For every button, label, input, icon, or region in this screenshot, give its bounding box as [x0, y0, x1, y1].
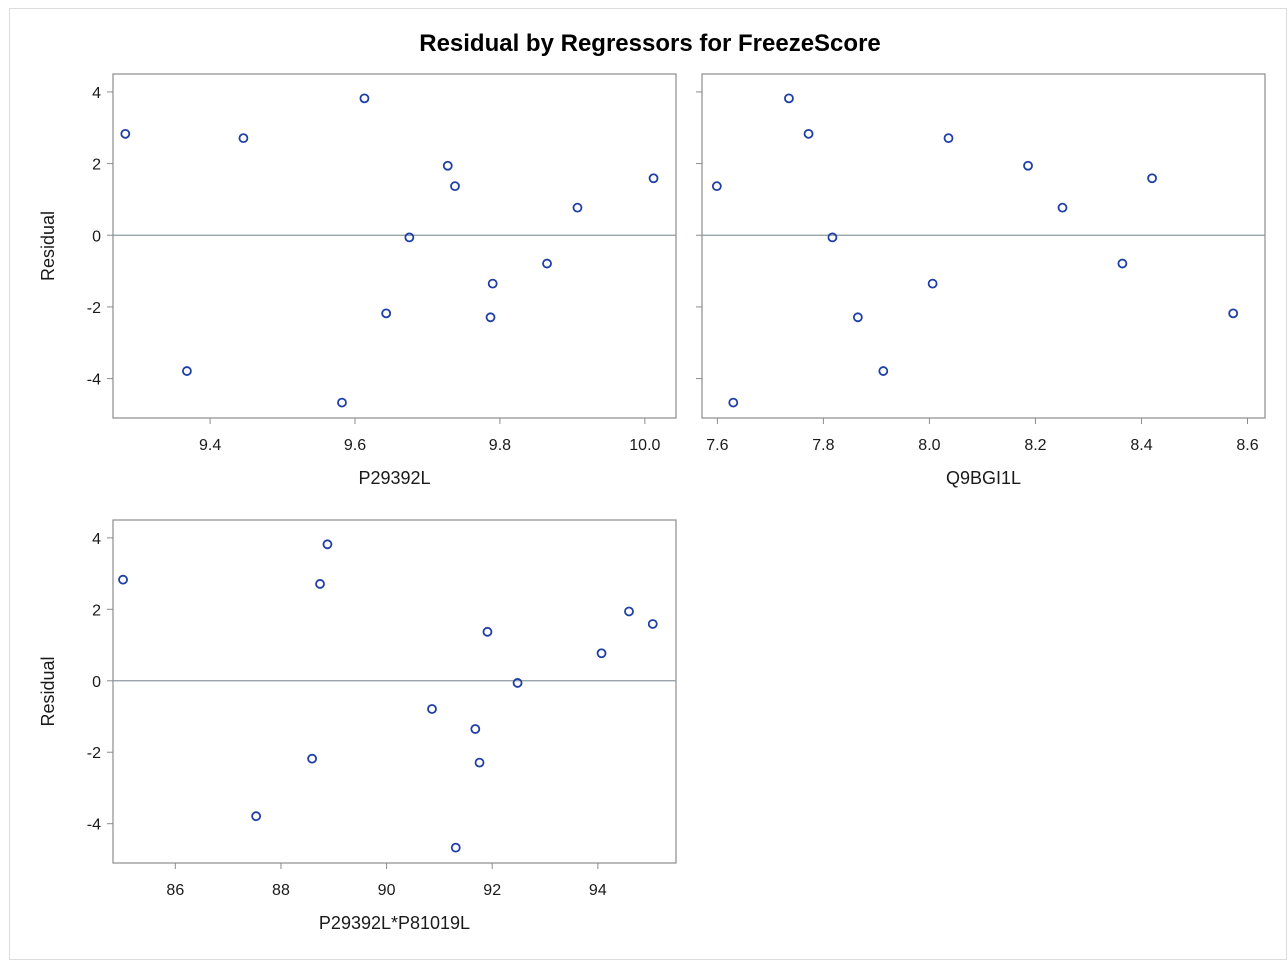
x-tick-label: 7.6 — [706, 437, 728, 454]
x-tick-label: 9.6 — [344, 437, 366, 454]
residual-point — [442, 160, 453, 171]
x-tick-label: 90 — [378, 882, 396, 899]
residual-point — [450, 181, 460, 192]
x-tick-label: 10.0 — [629, 437, 660, 454]
residual-point — [404, 232, 415, 243]
panel-1: 4 2 0 -2 -4 9.4 9.6 9.8 10.0 P29392L Residual — [38, 73, 677, 488]
residual-point — [482, 626, 493, 637]
chart-title: Residual by Regressors for FreezeScore — [419, 30, 881, 57]
plot-area-frame — [112, 73, 677, 419]
x-tick-label: 86 — [166, 882, 184, 899]
x-tick-label: 8.6 — [1236, 437, 1258, 454]
x-tick-label: 8.2 — [1024, 437, 1046, 454]
plot-area-frame — [701, 73, 1266, 419]
residual-point — [728, 397, 739, 408]
residual-point — [238, 133, 249, 144]
y-tick-label: -4 — [87, 817, 101, 834]
x-tick-label: 7.8 — [812, 437, 834, 454]
y-tick-label: -2 — [87, 300, 101, 317]
residual-point — [878, 366, 889, 376]
residual-point — [647, 619, 658, 629]
residual-point — [1147, 173, 1157, 184]
x-tick-label: 8.4 — [1130, 437, 1152, 454]
x-axis-label: Q9BGI1L — [946, 468, 1021, 488]
residual-point — [322, 539, 333, 550]
residual-point — [470, 724, 481, 734]
x-tick-label: 8.0 — [918, 437, 940, 454]
x-axis-label: P29392L — [358, 468, 430, 488]
residual-point — [118, 574, 128, 585]
residual-point — [572, 202, 583, 213]
residual-point — [624, 606, 634, 617]
y-tick-label: 0 — [92, 674, 101, 691]
x-tick-label: 9.4 — [199, 437, 221, 454]
graph-frame — [9, 8, 1287, 960]
residual-point — [784, 93, 794, 104]
residual-point — [1228, 308, 1239, 319]
x-tick-label: 92 — [483, 882, 501, 899]
residual-point — [852, 312, 863, 323]
residual-point — [487, 278, 498, 289]
residual-point — [485, 312, 496, 323]
residual-point — [542, 258, 552, 269]
residual-point — [512, 678, 523, 688]
y-tick-label: 2 — [92, 602, 101, 619]
residual-point — [927, 278, 938, 289]
panel-3: 4 2 0 -2 -4 86 88 90 92 94 P29392L*P81019L Residual — [38, 519, 677, 933]
residual-point — [427, 704, 437, 714]
residual-point — [803, 128, 814, 139]
residual-point — [381, 308, 392, 319]
y-tick-label: 4 — [92, 85, 101, 102]
y-tick-label: 4 — [92, 531, 101, 548]
residual-point — [1117, 258, 1128, 269]
x-axis-label: P29392L*P81019L — [319, 913, 470, 933]
y-tick-label: -2 — [87, 745, 101, 762]
x-tick-label: 94 — [589, 882, 607, 899]
residual-point — [182, 366, 192, 376]
residual-point — [474, 757, 485, 768]
plot-area-frame — [112, 519, 677, 864]
residual-point — [307, 753, 318, 764]
x-tick-label: 9.8 — [489, 437, 511, 454]
y-axis-label: Residual — [38, 656, 58, 726]
y-tick-label: 2 — [92, 157, 101, 174]
y-axis-label: Residual — [38, 211, 58, 281]
residual-point — [1057, 202, 1068, 213]
panel-2: 7.6 7.8 8.0 8.2 8.4 8.6 Q9BGI1L — [696, 73, 1266, 488]
residual-point — [337, 397, 347, 408]
residual-point — [315, 579, 325, 589]
residual-point — [648, 173, 659, 184]
residual-point — [251, 811, 262, 822]
residual-point — [827, 232, 838, 243]
residual-point — [596, 648, 607, 659]
residual-point — [711, 181, 722, 192]
residual-point — [359, 93, 370, 104]
y-tick-label: -4 — [87, 372, 101, 389]
residual-point — [943, 133, 954, 144]
y-tick-label: 0 — [92, 228, 101, 245]
x-tick-label: 88 — [272, 882, 290, 899]
residual-point — [120, 128, 131, 139]
residual-point — [450, 842, 461, 853]
residual-point — [1023, 160, 1033, 171]
